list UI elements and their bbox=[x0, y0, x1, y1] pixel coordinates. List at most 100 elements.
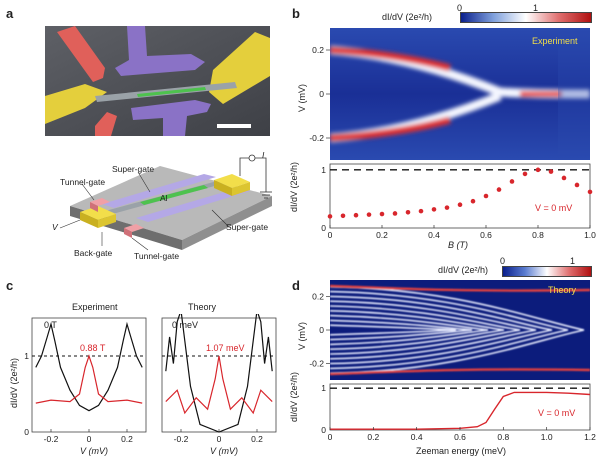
x-tick-label: 0.4 bbox=[428, 230, 440, 240]
x-tick-label: 0.2 bbox=[367, 432, 379, 442]
label-back-gate: Back-gate bbox=[74, 248, 113, 258]
b-line-chart: 0 0.2 0.4 0.6 0.8 1.0 0 1 bbox=[321, 163, 596, 240]
x-tick-label: 0.4 bbox=[411, 432, 423, 442]
d-line-annotation: V = 0 mV bbox=[538, 408, 576, 418]
series-line-field bbox=[165, 355, 273, 415]
y-tick-label: 0.2 bbox=[312, 45, 324, 55]
x-tick-label: 0.8 bbox=[532, 230, 544, 240]
subgap-state-line bbox=[330, 329, 505, 350]
b-colorbar-min: 0 bbox=[457, 3, 463, 13]
plot-frame bbox=[329, 383, 591, 431]
data-point bbox=[431, 207, 437, 212]
label-tunnel-gate-bottom: Tunnel-gate bbox=[134, 251, 180, 261]
y-tick-label: 0.2 bbox=[312, 292, 324, 302]
subgap-state-line bbox=[330, 314, 489, 331]
data-point bbox=[327, 214, 333, 219]
c-left-title: Experiment bbox=[72, 302, 118, 312]
plot-frame bbox=[161, 317, 277, 433]
data-point bbox=[587, 189, 593, 195]
data-point bbox=[418, 208, 424, 214]
series-line-zero bbox=[165, 314, 273, 433]
x-tick-label: 1.0 bbox=[584, 230, 596, 240]
x-tick-label: 0 bbox=[328, 230, 333, 240]
b-xlabel: B (T) bbox=[448, 240, 468, 250]
d-line-ylabel: dI/dV (2e²/h) bbox=[289, 371, 299, 422]
y-tick-label: -0.2 bbox=[309, 358, 324, 368]
data-point bbox=[548, 169, 554, 174]
panel-c-label: c bbox=[6, 278, 14, 293]
panel-d-label: d bbox=[292, 278, 300, 293]
c-left-chart: -0.2 0 0.2 0 1 bbox=[24, 317, 147, 444]
x-tick-label: 0 bbox=[328, 432, 333, 442]
subgap-state-line bbox=[330, 329, 569, 370]
label-super-gate-top: Super-gate bbox=[112, 164, 155, 174]
x-tick-label: 0 bbox=[217, 434, 222, 444]
y-tick-label: 0 bbox=[24, 427, 29, 437]
subgap-state-line bbox=[330, 329, 457, 336]
d-colorbar-max: 1 bbox=[570, 256, 576, 266]
x-tick-label: -0.2 bbox=[44, 434, 59, 444]
x-tick-label: 0.8 bbox=[497, 432, 509, 442]
c-right-red-tag: 1.07 meV bbox=[206, 343, 245, 353]
subgap-state-line bbox=[330, 295, 553, 331]
b-colorbar bbox=[460, 12, 592, 23]
subgap-state-line bbox=[330, 319, 473, 331]
panel-b-label: b bbox=[292, 6, 300, 21]
series-line-zero bbox=[35, 321, 143, 412]
y-tick-label: -0.2 bbox=[309, 133, 324, 143]
b-heatmap bbox=[330, 28, 590, 160]
subgap-state-line bbox=[330, 300, 537, 331]
c-xlabel-right: V (mV) bbox=[210, 446, 238, 456]
y-tick-label: 1 bbox=[321, 165, 326, 175]
x-tick-label: 0.2 bbox=[376, 230, 388, 240]
subgap-state-line bbox=[330, 329, 537, 360]
d-xlabel: Zeeman energy (meV) bbox=[416, 446, 507, 456]
b-line-ylabel: dI/dV (2e²/h) bbox=[289, 161, 299, 212]
data-point bbox=[535, 167, 541, 173]
subgap-state-line bbox=[330, 329, 521, 355]
label-voltage-v: V bbox=[52, 222, 58, 232]
data-point bbox=[496, 187, 502, 192]
c-right-chart: -0.2 0 0.2 bbox=[161, 314, 277, 444]
subgap-state-line bbox=[330, 305, 521, 331]
data-point bbox=[483, 193, 489, 199]
data-point bbox=[470, 198, 476, 204]
d-heatmap bbox=[330, 280, 590, 380]
c-xlabel-left: V (mV) bbox=[80, 446, 108, 456]
x-tick-label: 0.6 bbox=[454, 432, 466, 442]
b-map-yaxis: 0.2 0 -0.2 bbox=[309, 45, 330, 143]
subgap-state-line bbox=[330, 329, 489, 346]
d-colorbar-label: dI/dV (2e²/h) bbox=[438, 265, 489, 275]
label-super-gate-bottom: Super-gate bbox=[226, 222, 269, 232]
d-inset-label: Theory bbox=[548, 285, 577, 295]
x-tick-label: -0.2 bbox=[174, 434, 189, 444]
subgap-state-line bbox=[330, 310, 505, 331]
c-left-red-tag: 0.88 T bbox=[80, 343, 106, 353]
x-tick-label: 1.2 bbox=[584, 432, 596, 442]
subgap-state-line bbox=[330, 324, 457, 331]
x-tick-label: 0.2 bbox=[121, 434, 133, 444]
data-point bbox=[444, 205, 450, 210]
data-point bbox=[353, 212, 359, 218]
x-tick-label: 0 bbox=[87, 434, 92, 444]
data-point bbox=[405, 209, 411, 215]
data-point bbox=[522, 171, 528, 177]
sem-device-image bbox=[45, 26, 270, 136]
d-map-yaxis: 0.2 0 -0.2 bbox=[309, 292, 330, 368]
subgap-state-line bbox=[330, 329, 553, 365]
label-al: Al bbox=[160, 193, 168, 203]
c-left-tag: 0 T bbox=[44, 320, 57, 330]
y-tick-label: 0 bbox=[321, 425, 326, 435]
x-tick-label: 0.2 bbox=[251, 434, 263, 444]
data-point bbox=[392, 211, 398, 216]
device-schematic bbox=[59, 154, 272, 251]
c-right-tag: 0 meV bbox=[172, 320, 199, 330]
b-line-annotation: V = 0 mV bbox=[535, 203, 573, 213]
y-tick-label: 0 bbox=[319, 325, 324, 335]
c-ylabel: dI/dV (2e²/h) bbox=[9, 357, 19, 408]
data-point bbox=[366, 212, 372, 217]
data-point bbox=[561, 175, 567, 181]
plot-frame bbox=[329, 163, 591, 229]
x-tick-label: 0.6 bbox=[480, 230, 492, 240]
plot-frame bbox=[31, 317, 147, 433]
